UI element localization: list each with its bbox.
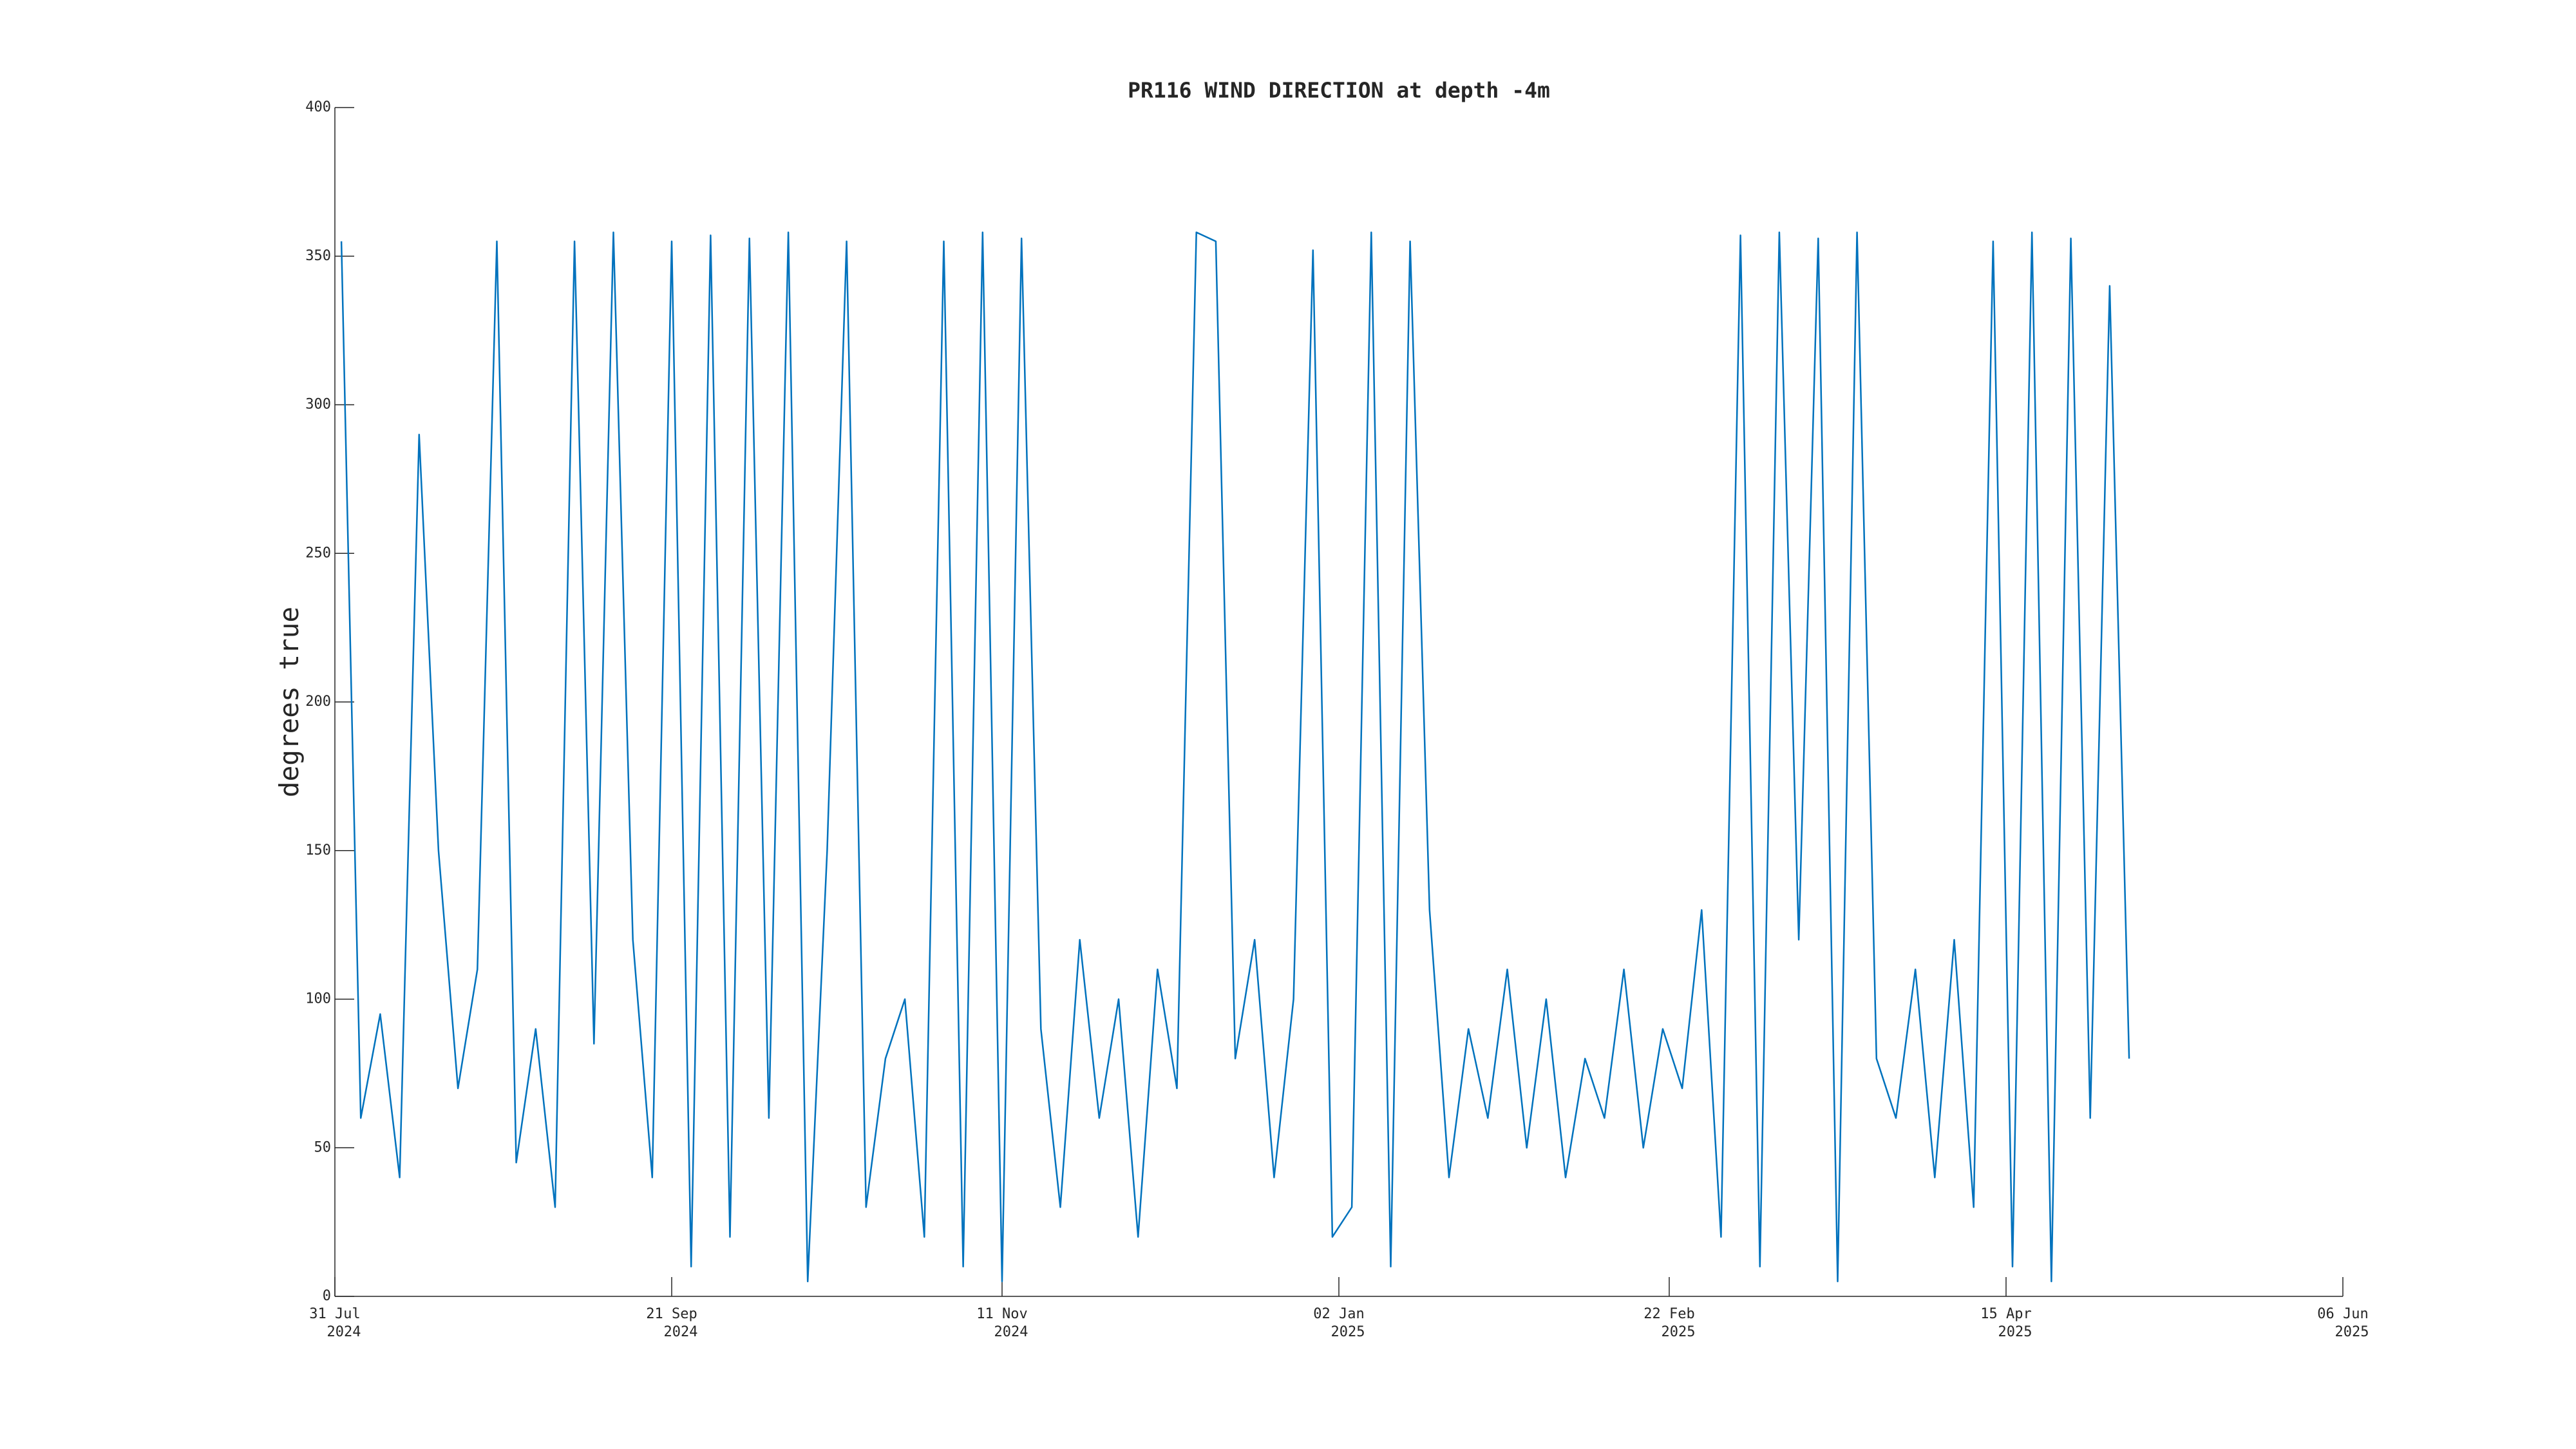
y-tick-label: 50 bbox=[314, 1139, 332, 1155]
x-tick-label: 2025 bbox=[1331, 1324, 1365, 1340]
y-tick-label: 150 bbox=[305, 842, 331, 858]
y-tick-label: 400 bbox=[305, 99, 331, 115]
x-tick-label: 22 Feb bbox=[1643, 1306, 1694, 1322]
x-tick-label: 2025 bbox=[1661, 1324, 1695, 1340]
chart-title: PR116 WIND DIRECTION at depth -4m bbox=[1128, 78, 1550, 103]
x-tick-label: 21 Sep bbox=[646, 1306, 697, 1322]
x-tick-label: 2024 bbox=[664, 1324, 698, 1340]
y-tick-label: 250 bbox=[305, 545, 331, 561]
y-tick-label: 100 bbox=[305, 991, 331, 1007]
x-tick-label: 2025 bbox=[1998, 1324, 2032, 1340]
data-line bbox=[340, 231, 2130, 1283]
x-tick-label: 2025 bbox=[2335, 1324, 2369, 1340]
x-tick-label: 2024 bbox=[327, 1324, 361, 1340]
y-tick-label: 200 bbox=[305, 694, 331, 710]
x-tick-label: 06 Jun bbox=[2317, 1306, 2368, 1322]
y-tick-label: 0 bbox=[323, 1288, 331, 1304]
x-tick-label: 11 Nov bbox=[976, 1306, 1027, 1322]
y-axis-label: degrees true bbox=[274, 607, 305, 797]
y-tick-label: 300 bbox=[305, 397, 331, 413]
y-tick-label: 350 bbox=[305, 248, 331, 264]
x-tick-label: 15 Apr bbox=[1980, 1306, 2031, 1322]
x-tick-label: 02 Jan bbox=[1313, 1306, 1364, 1322]
x-tick-label: 2024 bbox=[994, 1324, 1028, 1340]
x-tick-label: 31 Jul bbox=[309, 1306, 360, 1322]
